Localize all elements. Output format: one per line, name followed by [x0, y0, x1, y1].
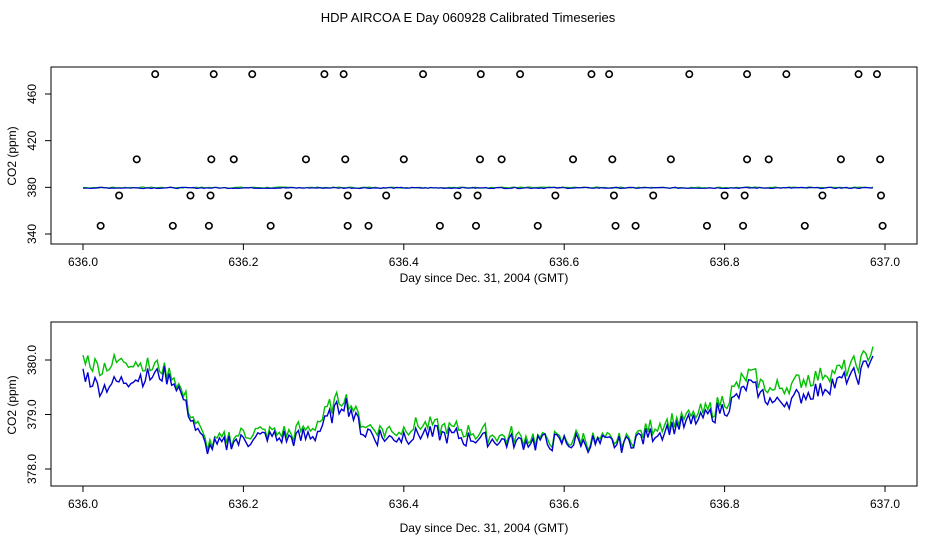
scatter-point [266, 221, 275, 230]
y-tick-label: 460 [25, 84, 39, 104]
top-panel: 636.0 636.2 636.4 636.6 636.8 637.0 340 380 420… [5, 66, 918, 285]
scatter-point [533, 221, 542, 230]
scatter-point [516, 70, 525, 79]
scatter-point [702, 221, 711, 230]
x-tick-label: 636.2 [228, 497, 258, 511]
scatter-point [419, 70, 428, 79]
bottom-y-axis-label: CO2 (ppm) [5, 375, 19, 434]
scatter-point [854, 70, 863, 79]
scatter-point [836, 155, 845, 164]
scatter-point [497, 155, 506, 164]
x-tick-label: 636.8 [710, 497, 740, 511]
scatter-point [743, 70, 752, 79]
x-tick-label: 637.0 [870, 255, 900, 269]
scatter-point [551, 191, 560, 200]
x-tick-label: 636.4 [389, 497, 419, 511]
scatter-point [132, 155, 141, 164]
scatter-point [209, 70, 218, 79]
scatter-point [818, 191, 827, 200]
top-scatter-points [96, 70, 887, 230]
scatter-point [666, 155, 675, 164]
scatter-point [631, 221, 640, 230]
scatter-point [739, 221, 748, 230]
scatter-point [476, 70, 485, 79]
scatter-point [782, 70, 791, 79]
scatter-point [740, 191, 749, 200]
scatter-point [685, 70, 694, 79]
top-y-ticks: 340 380 420 460 [25, 84, 51, 244]
blue-series-line [82, 355, 874, 455]
scatter-point [764, 155, 773, 164]
y-tick-label: 380.0 [25, 345, 39, 375]
scatter-point [720, 191, 729, 200]
scatter-point [206, 191, 215, 200]
scatter-point [569, 155, 578, 164]
y-tick-label: 420 [25, 130, 39, 150]
x-tick-label: 636.6 [549, 255, 579, 269]
x-tick-label: 637.0 [870, 497, 900, 511]
scatter-point [339, 70, 348, 79]
top-y-axis-label: CO2 (ppm) [5, 126, 19, 185]
chart-title: HDP AIRCOA E Day 060928 Calibrated Times… [321, 10, 616, 25]
scatter-point [204, 221, 213, 230]
scatter-point [475, 155, 484, 164]
top-x-axis-label: Day since Dec. 31, 2004 (GMT) [400, 271, 569, 285]
bottom-x-ticks: 636.0 636.2 636.4 636.6 636.8 637.0 [68, 486, 900, 511]
x-tick-label: 636.2 [228, 255, 258, 269]
scatter-point [605, 70, 614, 79]
bottom-plot-frame [50, 321, 918, 487]
bottom-series-lines [82, 346, 874, 455]
scatter-point [320, 70, 329, 79]
scatter-point [168, 221, 177, 230]
bottom-panel: 636.0 636.2 636.4 636.6 636.8 637.0 378.0 379.… [5, 321, 918, 535]
scatter-point [473, 191, 482, 200]
top-x-ticks: 636.0 636.2 636.4 636.6 636.8 637.0 [68, 244, 900, 269]
scatter-point [364, 221, 373, 230]
scatter-point [800, 221, 809, 230]
x-tick-label: 636.4 [389, 255, 419, 269]
x-tick-label: 636.0 [68, 255, 98, 269]
y-tick-label: 378.0 [25, 454, 39, 484]
scatter-point [382, 191, 391, 200]
scatter-point [229, 155, 238, 164]
scatter-point [876, 191, 885, 200]
scatter-point [341, 155, 350, 164]
scatter-point [649, 191, 658, 200]
x-tick-label: 636.6 [549, 497, 579, 511]
scatter-point [186, 191, 195, 200]
scatter-point [872, 70, 881, 79]
scatter-point [399, 155, 408, 164]
scatter-point [609, 191, 618, 200]
y-tick-label: 380 [25, 177, 39, 197]
scatter-point [876, 155, 885, 164]
scatter-point [453, 191, 462, 200]
scatter-point [743, 155, 752, 164]
blue-series-line [82, 186, 874, 190]
scatter-point [115, 191, 124, 200]
scatter-point [207, 155, 216, 164]
scatter-point [435, 221, 444, 230]
scatter-point [151, 70, 160, 79]
bottom-x-axis-label: Day since Dec. 31, 2004 (GMT) [400, 521, 569, 535]
scatter-point [608, 155, 617, 164]
x-tick-label: 636.8 [710, 255, 740, 269]
x-tick-label: 636.0 [68, 497, 98, 511]
scatter-point [301, 155, 310, 164]
scatter-point [611, 221, 620, 230]
top-series-lines [82, 186, 874, 190]
scatter-point [343, 221, 352, 230]
scatter-point [878, 221, 887, 230]
scatter-point [471, 221, 480, 230]
green-series-line [82, 346, 874, 453]
scatter-point [96, 221, 105, 230]
scatter-point [284, 191, 293, 200]
y-tick-label: 379.0 [25, 399, 39, 429]
scatter-point [343, 191, 352, 200]
scatter-point [248, 70, 257, 79]
top-plot-frame [50, 66, 918, 245]
scatter-point [587, 70, 596, 79]
y-tick-label: 340 [25, 224, 39, 244]
bottom-y-ticks: 378.0 379.0 380.0 [25, 345, 51, 484]
